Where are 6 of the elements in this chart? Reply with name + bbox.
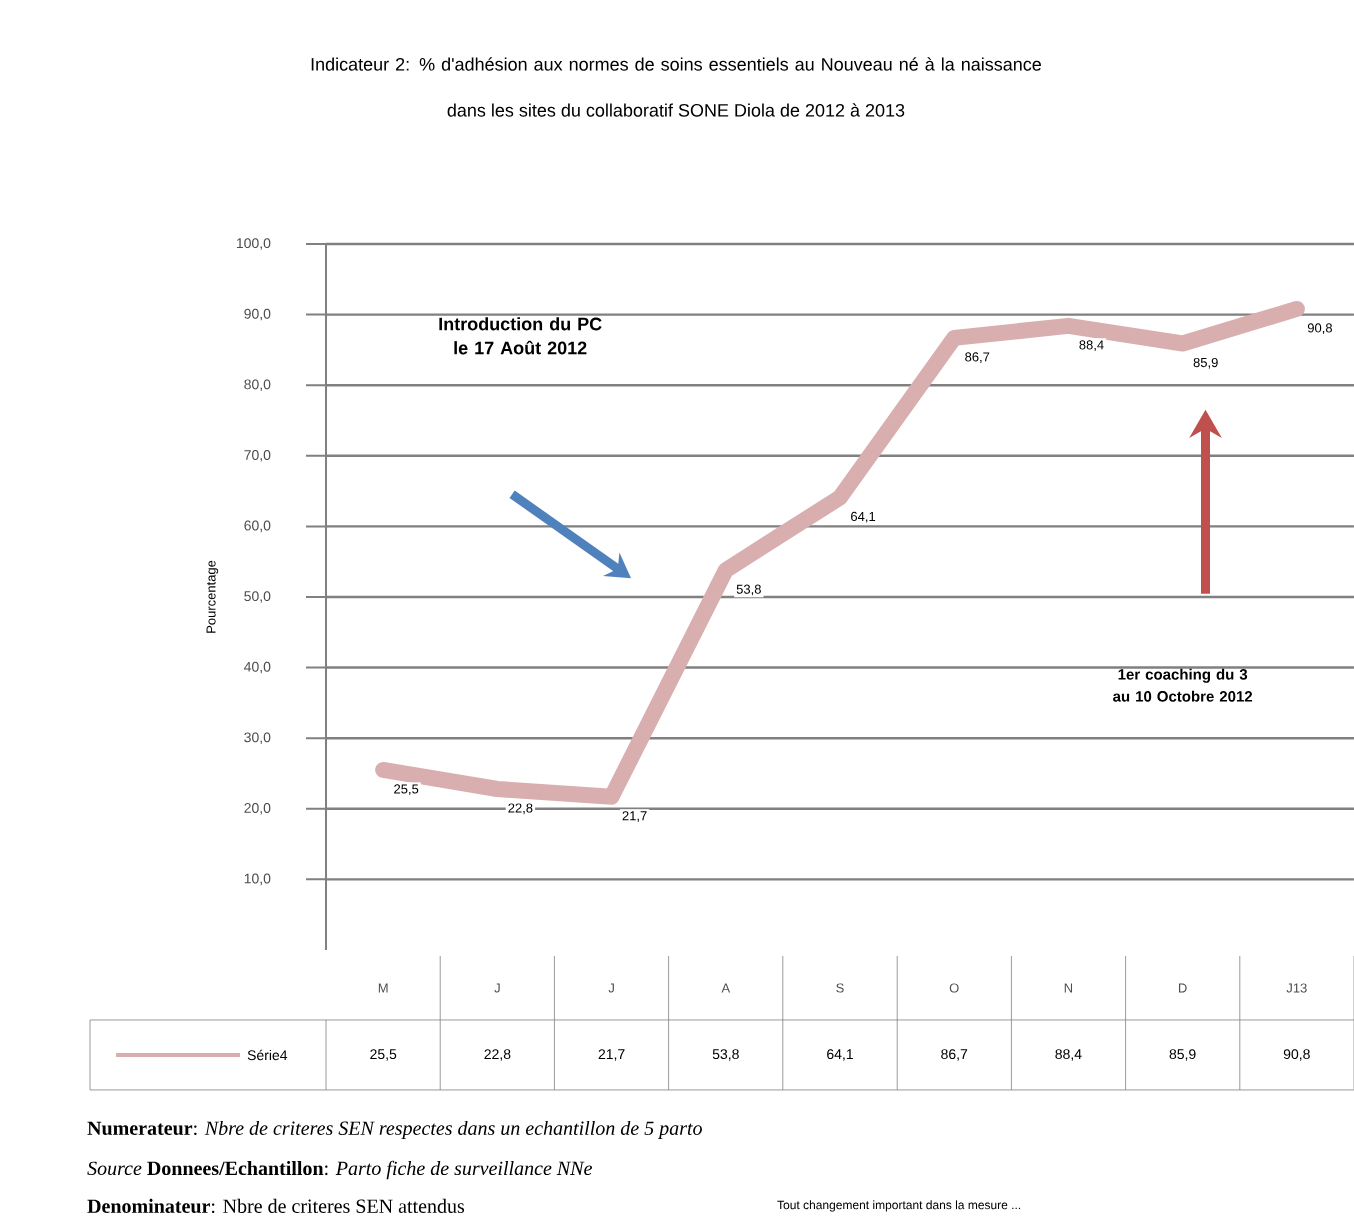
annotation: Introduction du PC le 17 Août 2012: [439, 317, 602, 355]
text: Numerateur: Nbre de criteres SEN respectes dans un echantillon de 5 parto: [87, 1120, 702, 1140]
chart-subtitle: dans les sites du collaboratif SONE Diola de 2012 à 2013: [447, 103, 905, 117]
chart-title: Indicateur 2: % d'adhésion aux normes de soins essentiels au Nouveau né à la naissance: [311, 57, 1041, 71]
text: Denominateur: Nbre de criteres SEN attendus: [87, 1198, 465, 1214]
text: Source Donnees/Echantillon: Parto fiche de surveillance NNe: [87, 1160, 592, 1180]
